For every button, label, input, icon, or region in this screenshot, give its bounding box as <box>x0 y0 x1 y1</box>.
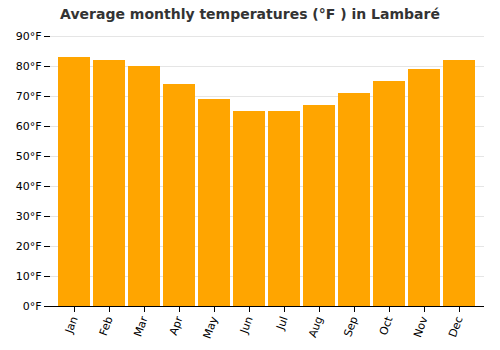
svg-text:Jul: Jul <box>274 315 291 333</box>
svg-text:Aug: Aug <box>306 315 326 340</box>
svg-text:Oct: Oct <box>377 314 396 337</box>
svg-text:60°F: 60°F <box>16 120 42 133</box>
svg-text:80°F: 80°F <box>16 60 42 73</box>
svg-text:Sep: Sep <box>341 315 360 339</box>
svg-text:Jan: Jan <box>62 315 80 336</box>
svg-text:30°F: 30°F <box>16 210 42 223</box>
svg-text:Dec: Dec <box>446 315 465 339</box>
svg-text:40°F: 40°F <box>16 180 42 193</box>
svg-text:10°F: 10°F <box>16 270 42 283</box>
svg-text:Mar: Mar <box>131 314 150 338</box>
svg-text:0°F: 0°F <box>23 300 42 313</box>
svg-text:50°F: 50°F <box>16 150 42 163</box>
svg-text:90°F: 90°F <box>16 30 42 43</box>
svg-text:20°F: 20°F <box>16 240 42 253</box>
svg-text:Feb: Feb <box>97 315 116 338</box>
svg-text:Nov: Nov <box>411 314 431 339</box>
svg-text:May: May <box>201 314 221 340</box>
svg-text:Jun: Jun <box>237 315 255 337</box>
html-text:Average monthly temperatures (: Average monthly temperatures (°F ) in La… <box>60 6 440 22</box>
svg-text:70°F: 70°F <box>16 90 42 103</box>
svg-text:Apr: Apr <box>167 314 186 337</box>
